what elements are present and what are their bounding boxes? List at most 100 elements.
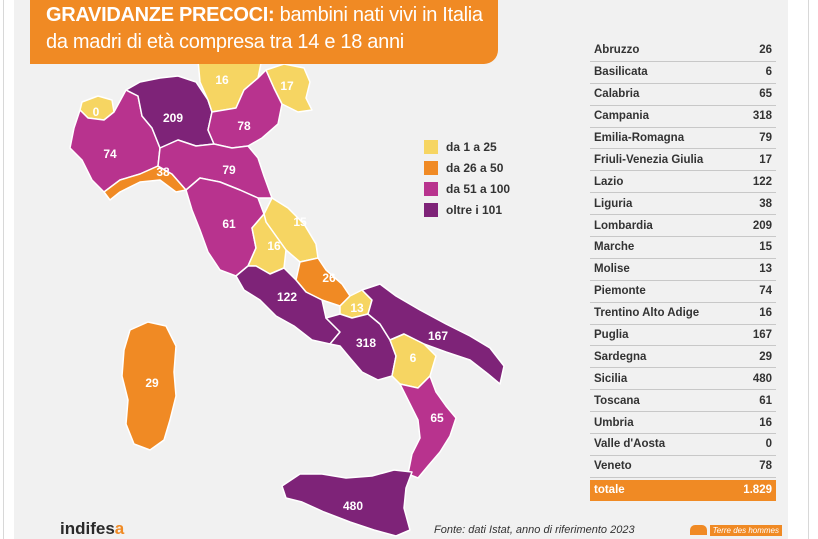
label-puglia: 167: [428, 329, 448, 343]
region-name: Veneto: [594, 460, 632, 473]
region-value: 15: [759, 241, 772, 254]
total-label: totale: [594, 484, 625, 497]
table-row: Trentino Alto Adige 16: [590, 303, 776, 325]
table-row: Puglia 167: [590, 325, 776, 347]
region-value: 61: [759, 394, 772, 407]
legend-swatch-yellow: [424, 139, 438, 154]
label-sicilia: 480: [343, 499, 363, 513]
total-value: 1.829: [743, 484, 772, 497]
legend-label: da 1 a 25: [446, 139, 497, 154]
frame-left-border: [3, 0, 4, 539]
label-lombardia: 209: [163, 111, 183, 125]
label-friuli-venezia-giulia: 17: [280, 79, 294, 93]
legend-swatch-purple: [424, 202, 438, 217]
region-name: Marche: [594, 241, 635, 254]
table-row: Basilicata 6: [590, 62, 776, 84]
table-row: Lazio 122: [590, 171, 776, 194]
legend-swatch-magenta: [424, 181, 438, 196]
region-name: Valle d'Aosta: [594, 438, 666, 451]
terre-des-hommes-logo: Terre des hommes: [690, 521, 782, 539]
label-emilia-romagna: 79: [222, 163, 236, 177]
region-name: Sicilia: [594, 372, 628, 385]
region-value: 65: [759, 88, 772, 101]
region-value: 122: [752, 175, 772, 188]
legend-label: da 26 a 50: [446, 160, 504, 175]
region-value: 209: [752, 219, 772, 232]
table-row: Friuli-Venezia Giulia 17: [590, 149, 776, 172]
region-friuli-venezia-giulia: [265, 63, 313, 113]
region-value: 6: [765, 66, 772, 79]
region-name: Basilicata: [594, 66, 648, 79]
region-name: Liguria: [594, 197, 633, 210]
region-name: Toscana: [594, 394, 640, 407]
region-name: Piemonte: [594, 285, 646, 298]
region-value: 74: [759, 285, 772, 298]
label-marche: 15: [293, 215, 307, 229]
title-rest: bambini nati vivi in Italia: [274, 4, 483, 26]
label-toscana: 61: [222, 217, 236, 231]
region-value: 16: [759, 307, 772, 320]
region-name: Puglia: [594, 329, 629, 342]
region-name: Umbria: [594, 416, 634, 429]
indifesa-logo: indifesa: [60, 519, 124, 539]
logo-mark-icon: [690, 525, 707, 535]
region-table: Abruzzo 26 Basilicata 6 Calabria 65 Campani…: [590, 40, 776, 501]
label-piemonte: 74: [103, 147, 117, 161]
region-sardegna: [121, 321, 177, 451]
region-value: 480: [752, 372, 772, 385]
region-puglia: [361, 283, 505, 385]
legend-item-1-25: da 1 a 25: [424, 136, 510, 157]
table-row: Umbria 16: [590, 412, 776, 435]
region-name: Abruzzo: [594, 44, 640, 57]
table-row: Liguria 38: [590, 193, 776, 216]
region-value: 29: [759, 350, 772, 363]
table-row: Sicilia 480: [590, 368, 776, 391]
region-sicilia: [281, 469, 413, 537]
table-row: Toscana 61: [590, 390, 776, 413]
label-molise: 13: [350, 301, 364, 315]
table-row: Piemonte 74: [590, 281, 776, 303]
legend-item-51-100: da 51 a 100: [424, 178, 510, 199]
region-value: 13: [759, 263, 772, 276]
region-name: Molise: [594, 263, 630, 276]
table-row: Veneto 78: [590, 456, 776, 478]
title-line-1: GRAVIDANZE PRECOCI: bambini nati vivi in…: [46, 2, 498, 29]
region-name: Campania: [594, 110, 649, 123]
table-row: Valle d'Aosta 0: [590, 434, 776, 456]
frame-right-border: [808, 0, 809, 539]
region-value: 318: [752, 110, 772, 123]
legend-label: oltre i 101: [446, 202, 503, 217]
region-calabria: [399, 375, 457, 479]
region-value: 16: [759, 416, 772, 429]
table-row: Emilia-Romagna 79: [590, 128, 776, 150]
table-row: Sardegna 29: [590, 346, 776, 369]
region-name: Lazio: [594, 175, 624, 188]
label-trentino-alto-adige: 16: [215, 73, 229, 87]
region-value: 167: [752, 329, 772, 342]
table-row: Lombardia 209: [590, 215, 776, 238]
region-name: Trentino Alto Adige: [594, 307, 700, 320]
region-value: 78: [759, 460, 772, 473]
title-banner: GRAVIDANZE PRECOCI: bambini nati vivi in…: [30, 0, 498, 64]
region-veneto: [207, 69, 283, 149]
label-abruzzo: 26: [322, 271, 336, 285]
logo-tail-text: a: [114, 519, 125, 538]
label-sardegna: 29: [145, 376, 159, 390]
title-line-2: da madri di età compresa tra 14 e 18 ann…: [46, 31, 404, 53]
title-strong: GRAVIDANZE PRECOCI:: [46, 4, 275, 26]
legend-item-26-50: da 26 a 50: [424, 157, 510, 178]
label-lazio: 122: [277, 290, 297, 304]
logo-main-text: indifes: [60, 519, 115, 538]
label-veneto: 78: [237, 119, 251, 133]
label-umbria: 16: [267, 239, 281, 253]
label-campania: 318: [356, 336, 376, 350]
region-value: 0: [765, 438, 772, 451]
source-note: Fonte: dati Istat, anno di riferimento 2…: [434, 524, 635, 536]
label-liguria: 38: [156, 165, 170, 179]
region-name: Emilia-Romagna: [594, 132, 685, 144]
region-value: 38: [759, 197, 772, 210]
map-legend: da 1 a 25 da 26 a 50 da 51 a 100 oltre i…: [424, 136, 510, 220]
table-row: Calabria 65: [590, 84, 776, 106]
region-name: Lombardia: [594, 219, 653, 232]
region-liguria: [103, 165, 187, 201]
